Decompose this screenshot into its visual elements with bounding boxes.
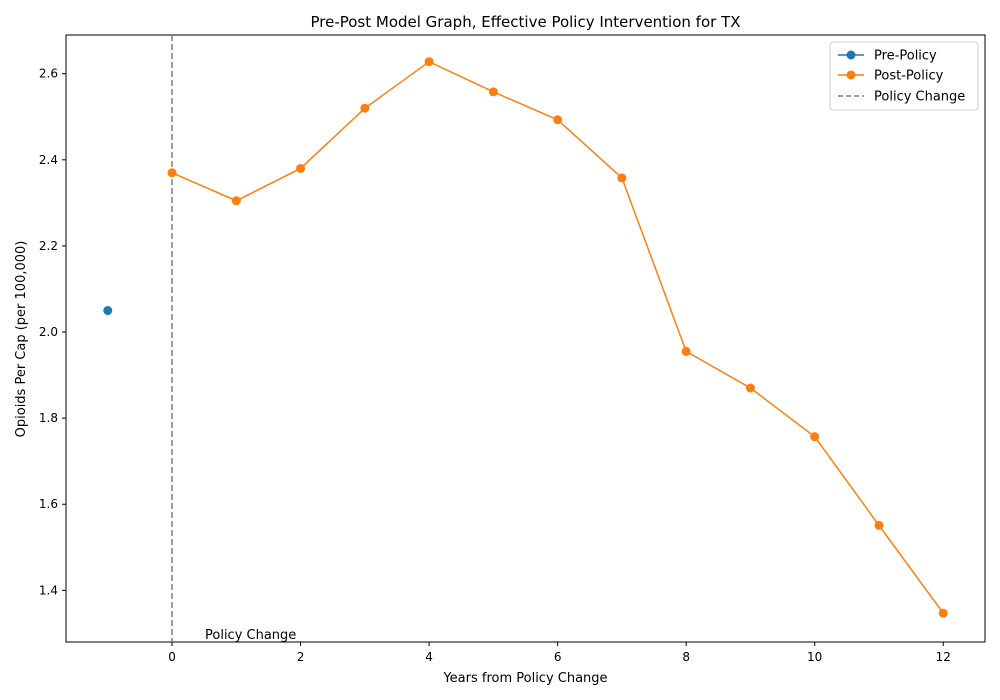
- legend: Pre-Policy Post-Policy Policy Change: [829, 41, 979, 111]
- legend-frame: [829, 41, 979, 111]
- data-point-pre-policy: [103, 306, 113, 316]
- x-axis-label: Years from Policy Change: [442, 671, 607, 686]
- x-tick-label: 0: [168, 650, 176, 664]
- data-point-post-policy: [681, 346, 691, 356]
- y-tick-label: 1.6: [39, 497, 58, 511]
- y-tick-label: 2.4: [39, 153, 58, 167]
- y-tick-label: 2.2: [39, 239, 58, 253]
- data-point-post-policy: [553, 115, 563, 125]
- x-tick-label: 10: [807, 650, 822, 664]
- legend-post-policy-marker: [846, 70, 856, 80]
- data-point-post-policy: [296, 163, 306, 173]
- data-point-post-policy: [874, 520, 884, 530]
- data-point-post-policy: [167, 168, 177, 178]
- data-point-post-policy: [810, 432, 820, 442]
- x-tick-label: 6: [554, 650, 562, 664]
- series-line-post-policy: [171, 60, 944, 614]
- data-point-post-policy: [424, 57, 434, 67]
- series-post-policy: [167, 57, 948, 618]
- y-tick-label: 1.8: [39, 411, 58, 425]
- data-point-post-policy: [938, 608, 948, 618]
- x-tick-label: 12: [936, 650, 951, 664]
- y-tick-label: 2.0: [39, 325, 58, 339]
- legend-pre-policy-label: Pre-Policy: [874, 49, 937, 64]
- data-point-post-policy: [231, 196, 241, 206]
- data-point-post-policy: [360, 103, 370, 113]
- plot-area: [65, 34, 986, 643]
- x-tick-label: 4: [425, 650, 433, 664]
- plot-frame: [65, 34, 986, 643]
- y-tick-label: 1.4: [39, 583, 58, 597]
- data-point-post-policy: [745, 383, 755, 393]
- x-tick-label: 8: [682, 650, 690, 664]
- legend-policy-change-label: Policy Change: [874, 90, 965, 105]
- series-pre-policy: [103, 306, 113, 316]
- y-axis-ticks: 1.4 1.6 1.8 2.0 2.2 2.4 2.6: [39, 67, 66, 597]
- policy-change-annotation: Policy Change: [205, 628, 296, 643]
- y-tick-label: 2.6: [39, 67, 58, 81]
- x-axis-ticks: 0 2 4 6 8 10 12: [168, 642, 951, 664]
- x-tick-label: 2: [297, 650, 305, 664]
- chart-title: Pre-Post Model Graph, Effective Policy I…: [310, 13, 740, 31]
- legend-post-policy-label: Post-Policy: [874, 69, 944, 84]
- y-axis-label: Opioids Per Cap (per 100,000): [14, 241, 29, 438]
- data-point-post-policy: [488, 87, 498, 97]
- data-point-post-policy: [617, 173, 627, 183]
- legend-pre-policy-marker: [846, 50, 856, 60]
- series-group: [103, 57, 948, 618]
